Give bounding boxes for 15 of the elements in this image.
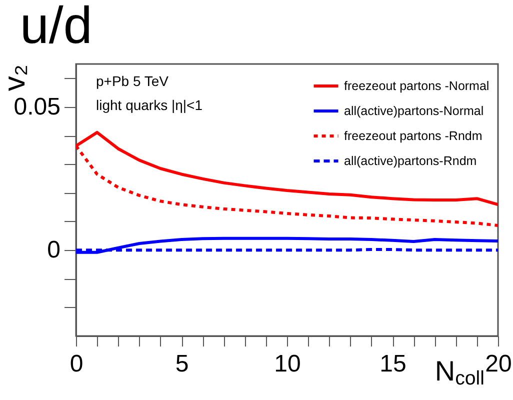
legend-label: freezeout partons -Normal [344, 79, 490, 93]
x-tick-label: 20 [485, 350, 512, 378]
x-tick-label: 10 [274, 350, 301, 378]
chart-title: u/d [20, 0, 92, 55]
y-tick-label: 0.05 [14, 93, 60, 120]
legend-label: all(active)partons-Normal [344, 104, 484, 118]
y-axis-title: v₂ [0, 64, 32, 92]
annotation: p+Pb 5 TeV [96, 73, 170, 89]
x-tick-label: 5 [175, 350, 189, 378]
x-tick-label: 0 [70, 350, 84, 378]
x-axis-title: N$_{coll}$ [434, 356, 484, 390]
legend-label: freezeout partons -Rndm [344, 129, 482, 143]
legend-label: all(active)partons-Rndm [344, 154, 477, 168]
annotation: light quarks |η|<1 [96, 97, 203, 113]
x-tick-label: 15 [380, 350, 406, 378]
